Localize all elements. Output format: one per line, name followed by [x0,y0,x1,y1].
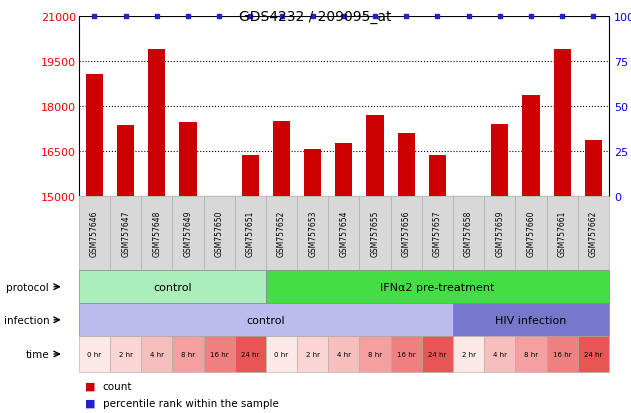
Text: GSM757658: GSM757658 [464,210,473,256]
Text: 24 hr: 24 hr [584,351,603,357]
Text: GSM757648: GSM757648 [152,210,162,256]
Text: GSM757652: GSM757652 [277,210,286,256]
Text: 24 hr: 24 hr [428,351,447,357]
Bar [398,133,415,196]
Text: GSM757656: GSM757656 [402,210,411,256]
Bar [304,150,321,196]
Bar [148,50,165,196]
Text: 16 hr: 16 hr [397,351,416,357]
Text: IFNα2 pre-treatment: IFNα2 pre-treatment [380,282,495,292]
Text: time: time [26,349,49,359]
Text: GSM757655: GSM757655 [370,210,380,256]
Text: GSM757647: GSM757647 [121,210,130,256]
Bar [553,50,570,196]
Text: control: control [247,315,285,325]
Text: GSM757659: GSM757659 [495,210,504,256]
Text: GSM757650: GSM757650 [215,210,223,256]
Text: 16 hr: 16 hr [553,351,572,357]
Text: percentile rank within the sample: percentile rank within the sample [103,398,279,408]
Bar [460,196,477,235]
Text: GSM757661: GSM757661 [558,210,567,256]
Text: protocol: protocol [6,282,49,292]
Text: 8 hr: 8 hr [181,351,195,357]
Text: GDS4232 / 209095_at: GDS4232 / 209095_at [239,10,392,24]
Text: infection: infection [4,315,49,325]
Text: control: control [153,282,192,292]
Text: GSM757657: GSM757657 [433,210,442,256]
Text: GSM757649: GSM757649 [184,210,192,256]
Bar [429,156,446,196]
Text: 8 hr: 8 hr [524,351,538,357]
Bar [273,121,290,196]
Text: GSM757662: GSM757662 [589,210,598,256]
Bar [117,126,134,196]
Text: 16 hr: 16 hr [210,351,228,357]
Text: 2 hr: 2 hr [305,351,320,357]
Bar [522,96,540,196]
Text: GSM757653: GSM757653 [308,210,317,256]
Bar [335,144,353,196]
Text: HIV infection: HIV infection [495,315,567,325]
Text: GSM757654: GSM757654 [339,210,348,256]
Text: 4 hr: 4 hr [337,351,351,357]
Text: 4 hr: 4 hr [150,351,164,357]
Bar [179,123,197,196]
Text: GSM757646: GSM757646 [90,210,99,256]
Bar [491,124,509,196]
Text: 24 hr: 24 hr [241,351,259,357]
Bar [242,156,259,196]
Text: count: count [103,381,133,391]
Bar [86,75,103,196]
Bar [585,141,602,196]
Text: 4 hr: 4 hr [493,351,507,357]
Text: ■: ■ [85,381,96,391]
Text: 8 hr: 8 hr [368,351,382,357]
Text: ■: ■ [85,398,96,408]
Bar [211,196,228,234]
Text: 2 hr: 2 hr [119,351,133,357]
Text: 2 hr: 2 hr [462,351,476,357]
Text: 0 hr: 0 hr [274,351,288,357]
Text: 0 hr: 0 hr [88,351,102,357]
Bar [367,115,384,196]
Text: GSM757660: GSM757660 [526,210,536,256]
Text: GSM757651: GSM757651 [246,210,255,256]
